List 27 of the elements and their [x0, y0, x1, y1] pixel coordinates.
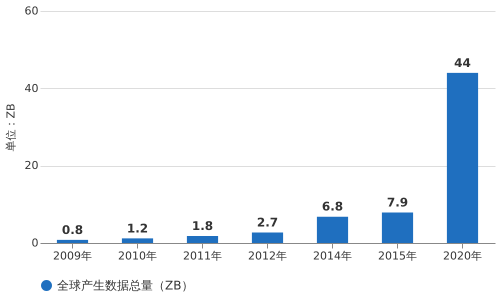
- data-label: 44: [454, 56, 471, 70]
- bar: [56, 240, 88, 243]
- x-tick-label: 2020年: [443, 250, 482, 262]
- y-tick-label: 20: [24, 159, 38, 172]
- x-tick-label: 2009年: [53, 250, 92, 262]
- data-label: 7.9: [386, 195, 408, 210]
- x-tick-label: 2011年: [183, 250, 222, 262]
- x-tick-label: 2012年: [248, 250, 287, 262]
- bar: [186, 236, 218, 243]
- y-tick-label: 40: [24, 82, 38, 95]
- data-label: 2.7: [256, 216, 278, 230]
- data-label: 6.8: [322, 200, 344, 214]
- x-tick-label: 2010年: [118, 250, 157, 262]
- y-tick-label: 60: [24, 4, 38, 18]
- x-tick-label: 2015年: [378, 250, 417, 262]
- bar: [252, 232, 284, 243]
- data-label: 1.8: [192, 219, 214, 234]
- y-axis-title: 单位：ZB: [4, 103, 18, 152]
- data-label: 1.2: [126, 221, 148, 236]
- y-tick-label: 0: [32, 236, 38, 250]
- data-label: 0.8: [62, 222, 84, 237]
- bar: [382, 212, 414, 243]
- x-tick-label: 2014年: [313, 250, 352, 262]
- bar: [316, 216, 348, 243]
- legend-label: 全球产生数据总量（ZB）: [57, 278, 194, 292]
- bar: [446, 72, 478, 243]
- bar: [122, 238, 154, 243]
